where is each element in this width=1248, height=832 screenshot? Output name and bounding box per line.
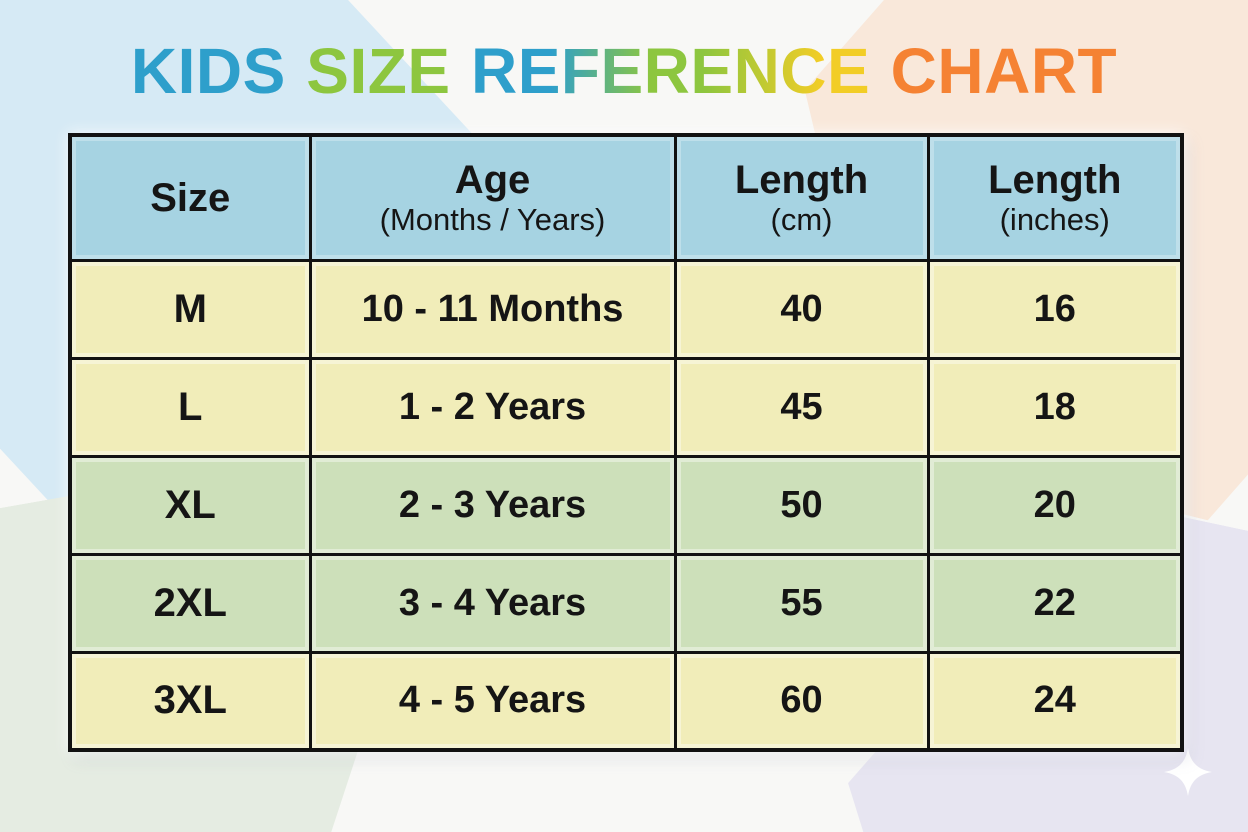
cell-length-inches: 20 — [926, 454, 1184, 556]
title-segment-chart: CHART — [890, 35, 1118, 107]
cell-length-cm: 60 — [673, 650, 930, 752]
table-row: 3XL 4 - 5 Years 60 24 — [68, 650, 1184, 752]
column-header-length-inches: Length (inches) — [926, 133, 1184, 262]
cell-age: 1 - 2 Years — [308, 356, 677, 458]
cell-length-inches: 16 — [926, 258, 1184, 360]
table-row: XL 2 - 3 Years 50 20 — [68, 454, 1184, 556]
cell-length-inches: 24 — [926, 650, 1184, 752]
column-header-size: Size — [68, 133, 312, 262]
cell-age: 2 - 3 Years — [308, 454, 677, 556]
column-header-sublabel: (inches) — [999, 201, 1110, 237]
cell-length-inches: 22 — [926, 552, 1184, 654]
cell-size: 2XL — [68, 552, 312, 654]
cell-size: L — [68, 356, 312, 458]
table-header-row: Size Age (Months / Years) Length (cm) Le… — [68, 133, 1184, 262]
title-segment-reference: REFERENCE — [470, 35, 871, 107]
table-row: M 10 - 11 Months 40 16 — [68, 258, 1184, 360]
column-header-label: Length — [734, 157, 869, 202]
cell-length-cm: 45 — [673, 356, 930, 458]
column-header-age: Age (Months / Years) — [308, 133, 677, 262]
table-row: L 1 - 2 Years 45 18 — [68, 356, 1184, 458]
sparkle-icon — [1164, 748, 1212, 796]
title-segment-kids: KIDS — [130, 35, 286, 107]
cell-size: 3XL — [68, 650, 312, 752]
cell-size: M — [68, 258, 312, 360]
cell-size: XL — [68, 454, 312, 556]
cell-length-cm: 40 — [673, 258, 930, 360]
cell-length-cm: 55 — [673, 552, 930, 654]
column-header-length-cm: Length (cm) — [673, 133, 930, 262]
cell-length-inches: 18 — [926, 356, 1184, 458]
column-header-sublabel: (Months / Years) — [379, 201, 606, 237]
page-title: KIDS SIZE REFERENCE CHART — [0, 34, 1248, 108]
column-header-label: Age — [454, 157, 531, 202]
column-header-label: Length — [988, 157, 1122, 202]
title-segment-size: SIZE — [306, 35, 451, 107]
cell-length-cm: 50 — [673, 454, 930, 556]
cell-age: 4 - 5 Years — [308, 650, 677, 752]
size-reference-table: Size Age (Months / Years) Length (cm) Le… — [68, 133, 1184, 752]
cell-age: 10 - 11 Months — [308, 258, 677, 360]
column-header-label: Size — [150, 175, 231, 220]
table-row: 2XL 3 - 4 Years 55 22 — [68, 552, 1184, 654]
cell-age: 3 - 4 Years — [308, 552, 677, 654]
column-header-sublabel: (cm) — [770, 201, 833, 237]
